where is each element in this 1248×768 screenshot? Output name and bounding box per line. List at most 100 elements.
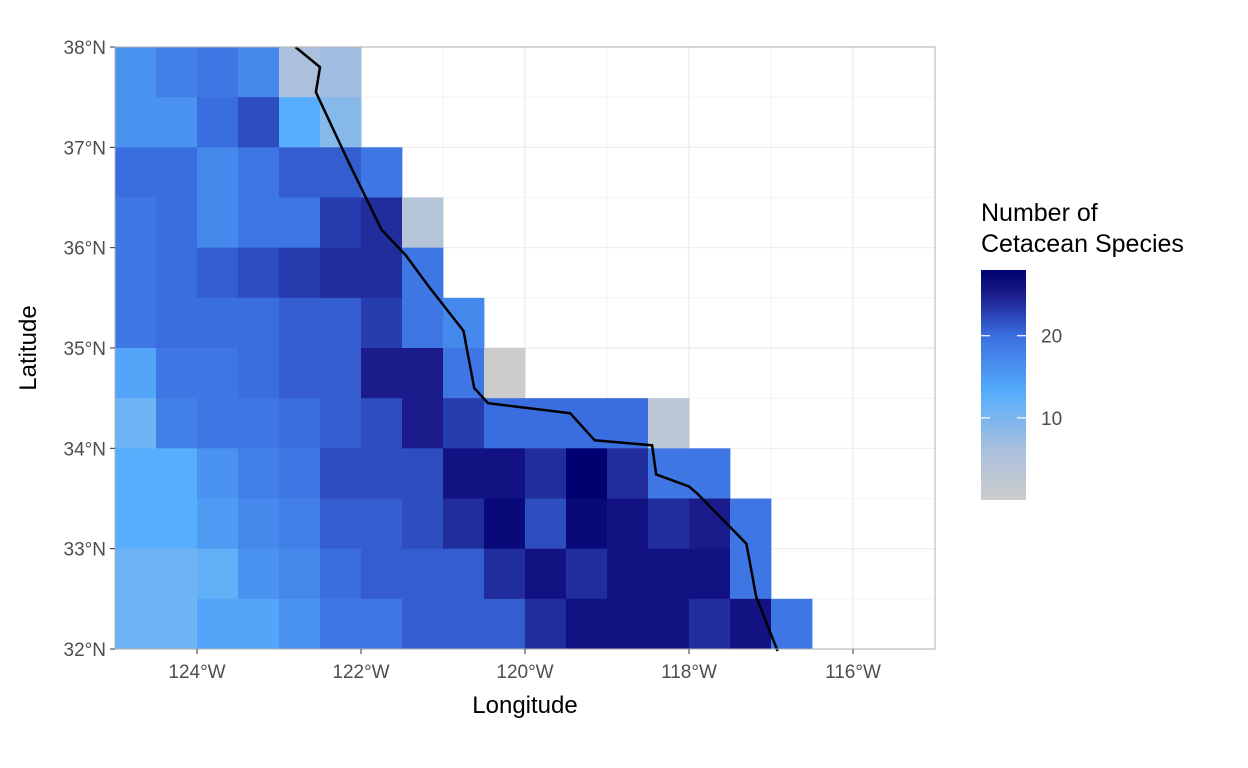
species-cell xyxy=(771,598,813,650)
species-cell xyxy=(320,197,362,249)
species-cell xyxy=(238,47,280,98)
species-cell xyxy=(279,297,321,349)
species-cell xyxy=(689,598,731,650)
species-cell xyxy=(320,247,362,299)
species-cell xyxy=(607,548,649,600)
species-cell xyxy=(115,147,157,198)
species-cell xyxy=(730,498,772,550)
species-cell xyxy=(443,598,485,650)
species-cell xyxy=(197,197,239,249)
species-cell xyxy=(115,498,157,550)
species-cell xyxy=(115,348,157,399)
species-cell xyxy=(238,297,280,349)
species-cell xyxy=(156,147,198,198)
species-cell xyxy=(648,598,690,650)
species-cell xyxy=(566,448,608,499)
species-cell xyxy=(402,548,444,600)
species-cell xyxy=(361,197,403,249)
species-cell xyxy=(361,498,403,550)
species-cell xyxy=(197,398,239,449)
species-cell xyxy=(525,548,567,600)
y-tick-label: 32°N xyxy=(64,640,106,661)
species-cell xyxy=(648,498,690,550)
species-cell xyxy=(197,97,239,148)
y-tick-label: 33°N xyxy=(64,540,106,561)
y-tick-label: 35°N xyxy=(64,339,106,360)
species-cell xyxy=(607,398,649,449)
species-cell xyxy=(320,598,362,650)
species-cell xyxy=(115,398,157,449)
species-cell xyxy=(279,147,321,198)
species-cell xyxy=(156,398,198,449)
species-cell xyxy=(238,197,280,249)
legend-title-line-2: Cetacean Species xyxy=(981,230,1184,258)
species-cell xyxy=(566,498,608,550)
species-cell xyxy=(525,598,567,650)
legend-tick-label: 10 xyxy=(1041,409,1062,430)
species-cell xyxy=(525,398,567,449)
species-cell xyxy=(443,448,485,499)
x-tick-label: 118°W xyxy=(661,662,717,683)
species-cell xyxy=(156,348,198,399)
species-cell xyxy=(115,448,157,499)
species-cell xyxy=(402,398,444,449)
species-cell xyxy=(607,498,649,550)
species-cell xyxy=(525,448,567,499)
species-cell xyxy=(361,247,403,299)
species-cell xyxy=(279,348,321,399)
species-cell xyxy=(361,297,403,349)
species-cell xyxy=(320,398,362,449)
species-cell xyxy=(402,297,444,349)
species-cell xyxy=(361,548,403,600)
species-cell xyxy=(156,297,198,349)
species-cell xyxy=(566,598,608,650)
species-cell xyxy=(156,247,198,299)
y-tick-label: 37°N xyxy=(64,138,106,159)
species-cell xyxy=(443,498,485,550)
species-cell xyxy=(197,598,239,650)
species-cell xyxy=(361,598,403,650)
species-cell xyxy=(156,448,198,499)
species-cell xyxy=(443,548,485,600)
x-tick-label: 122°W xyxy=(332,662,389,683)
legend-colorbar xyxy=(981,270,1026,500)
species-cell xyxy=(320,297,362,349)
species-cell xyxy=(607,448,649,499)
species-cell xyxy=(607,598,649,650)
species-cell xyxy=(402,448,444,499)
legend-title-line-1: Number of xyxy=(981,199,1098,227)
x-tick-label: 124°W xyxy=(168,662,225,683)
species-cell xyxy=(238,97,280,148)
species-cell xyxy=(279,247,321,299)
species-cell xyxy=(320,498,362,550)
y-tick-label: 38°N xyxy=(64,38,106,59)
species-cell xyxy=(689,548,731,600)
species-cell xyxy=(197,498,239,550)
species-cell xyxy=(156,197,198,249)
species-cell xyxy=(197,548,239,600)
species-cell xyxy=(197,448,239,499)
species-cell xyxy=(402,348,444,399)
species-cell xyxy=(484,448,526,499)
y-axis-title: Latitude xyxy=(15,305,42,390)
species-cell xyxy=(648,398,690,449)
species-cell xyxy=(238,498,280,550)
species-cell xyxy=(361,348,403,399)
x-tick-label: 116°W xyxy=(825,662,881,683)
species-cell xyxy=(197,47,239,98)
species-cell xyxy=(279,398,321,449)
species-cell xyxy=(238,147,280,198)
species-cell xyxy=(279,498,321,550)
y-tick-labels: 32°N 33°N 34°N 35°N 36°N 37°N 38°N xyxy=(64,38,106,661)
species-cell xyxy=(197,247,239,299)
x-tick-label: 120°W xyxy=(496,662,553,683)
species-cell xyxy=(238,598,280,650)
species-cell xyxy=(115,197,157,249)
species-cell xyxy=(115,598,157,650)
x-tick-labels: 124°W 122°W 120°W 118°W 116°W xyxy=(168,662,881,683)
species-cell xyxy=(402,197,444,249)
species-cell xyxy=(402,247,444,299)
species-cell xyxy=(443,398,485,449)
species-cell xyxy=(279,47,321,98)
